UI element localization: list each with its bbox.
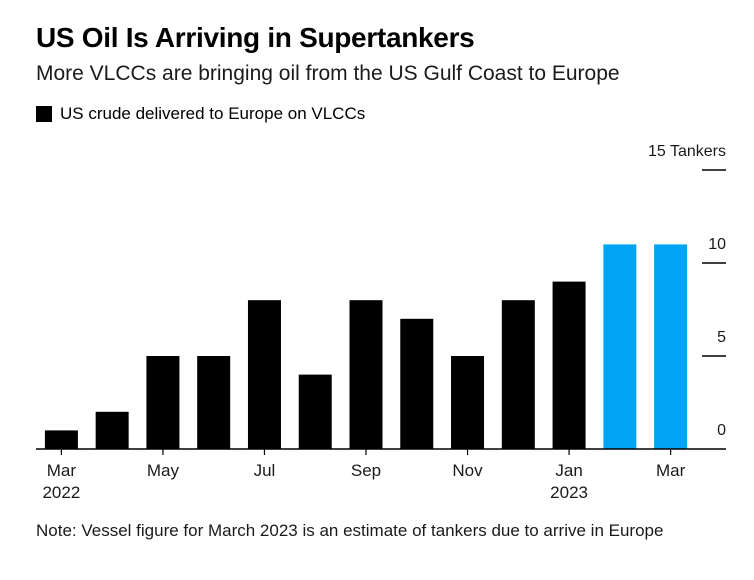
legend-label: US crude delivered to Europe on VLCCs xyxy=(60,104,366,123)
bar-may-2022 xyxy=(146,356,180,449)
y-tick-label-10: 10 xyxy=(708,236,726,253)
bar-jan-2023 xyxy=(552,281,586,449)
bar-mar-2022 xyxy=(44,430,78,449)
bar-aug-2022 xyxy=(298,374,332,449)
chart-subtitle: More VLCCs are bringing oil from the US … xyxy=(36,62,620,85)
y-tick-label-0: 0 xyxy=(717,422,726,439)
x-tick-label-2: May xyxy=(147,461,180,480)
x-tick-year-0: 2022 xyxy=(42,483,80,502)
bar-jul-2022 xyxy=(247,300,281,449)
x-tick-year-10: 2023 xyxy=(550,483,588,502)
x-tick-label-8: Nov xyxy=(452,461,483,480)
bar-dec-2022 xyxy=(501,300,535,449)
chart-title: US Oil Is Arriving in Supertankers xyxy=(36,22,475,53)
bar-sep-2022 xyxy=(349,300,383,449)
bar-oct-2022 xyxy=(400,318,434,449)
bar-nov-2022 xyxy=(451,356,485,449)
bar-mar-2023 xyxy=(654,244,688,449)
x-tick-label-6: Sep xyxy=(351,461,381,480)
x-tick-label-0: Mar xyxy=(47,461,77,480)
x-tick-label-10: Jan xyxy=(555,461,582,480)
y-tick-label-5: 5 xyxy=(717,329,726,346)
legend: US crude delivered to Europe on VLCCs xyxy=(36,104,365,124)
y-tick-label-15: 15 Tankers xyxy=(648,143,726,160)
bar-jun-2022 xyxy=(197,356,231,449)
bar-feb-2023 xyxy=(603,244,637,449)
legend-swatch xyxy=(36,106,52,122)
x-tick-label-12: Mar xyxy=(656,461,686,480)
x-tick-label-4: Jul xyxy=(254,461,276,480)
bar-apr-2022 xyxy=(95,411,129,449)
chart-note: Note: Vessel figure for March 2023 is an… xyxy=(36,521,664,540)
